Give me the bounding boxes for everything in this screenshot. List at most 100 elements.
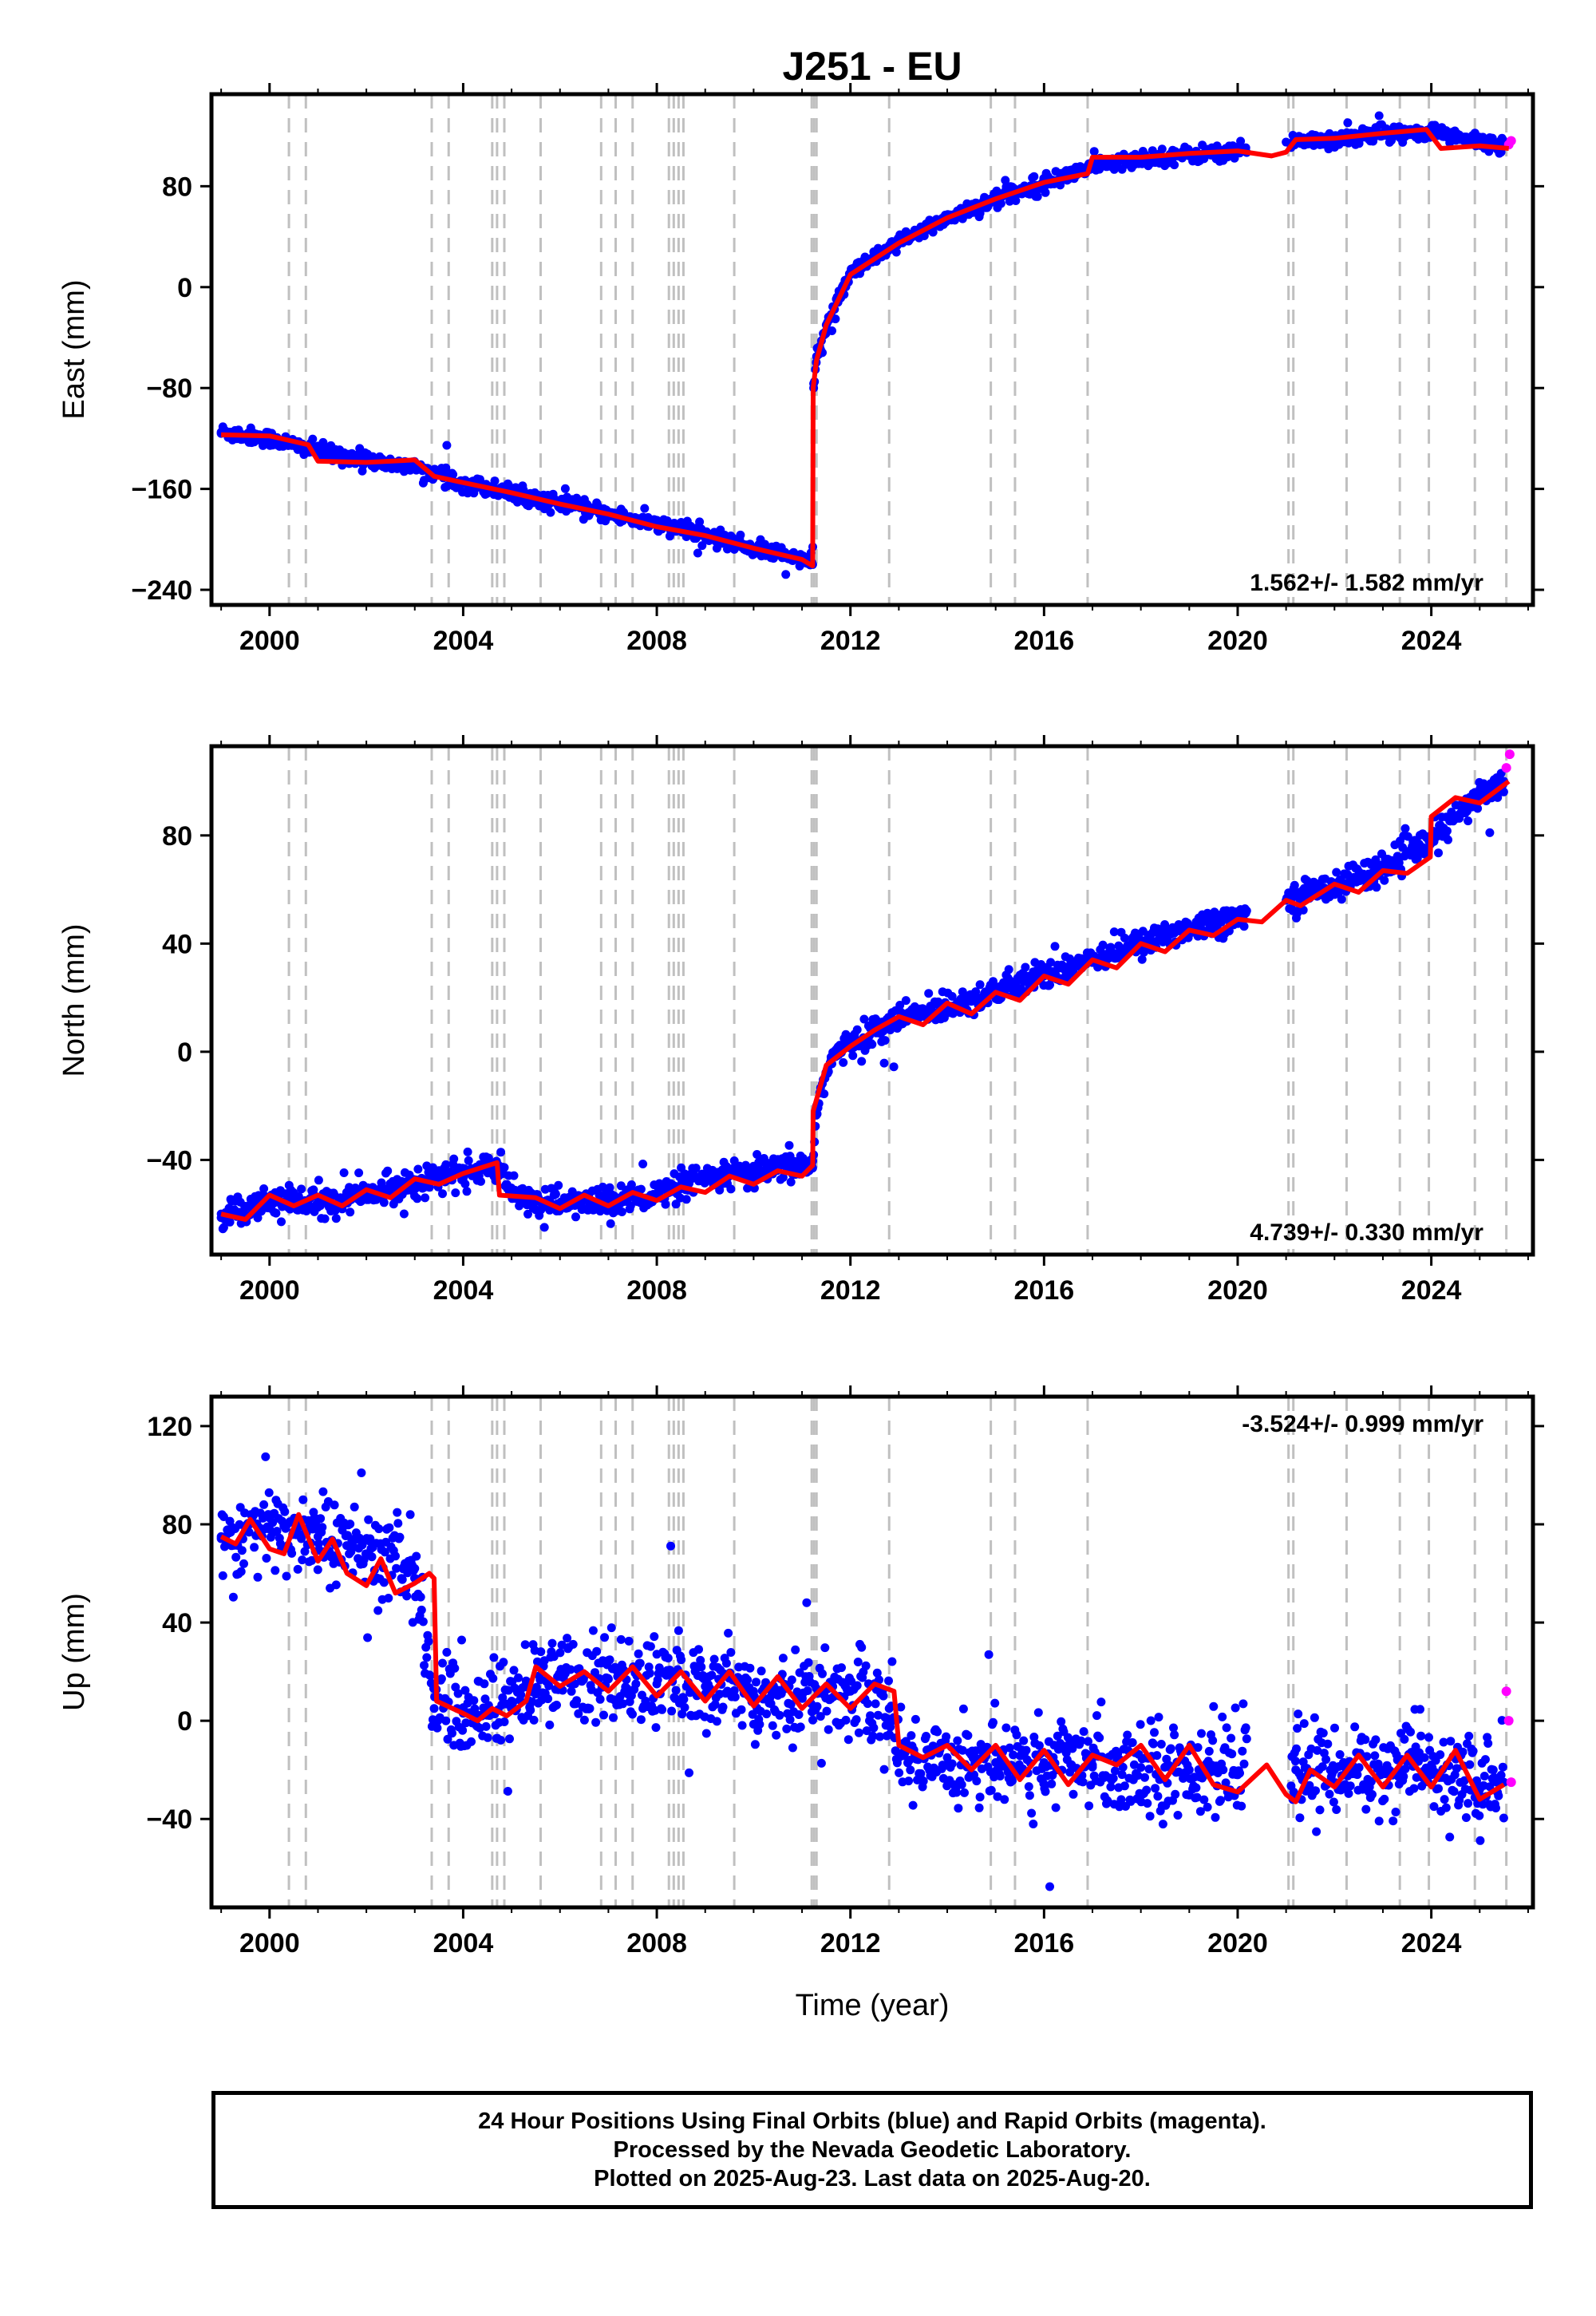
final-orbit-point: [854, 1728, 863, 1737]
final-orbit-point: [786, 1700, 796, 1709]
final-orbit-point: [755, 1720, 764, 1729]
final-orbit-point: [984, 1650, 994, 1659]
final-orbit-point: [354, 1168, 364, 1178]
final-orbit-point: [244, 1528, 254, 1537]
final-orbit-point: [1088, 1761, 1097, 1770]
final-orbit-point: [448, 470, 458, 479]
final-orbit-point: [1041, 1787, 1050, 1796]
final-orbit-point: [1069, 1789, 1078, 1799]
final-orbit-point: [462, 1187, 472, 1196]
final-orbit-point: [884, 1676, 893, 1686]
final-orbit-point: [712, 1717, 721, 1726]
final-orbit-point: [1110, 1766, 1120, 1776]
final-orbit-point: [507, 1697, 516, 1706]
final-orbit-point: [645, 1669, 654, 1678]
final-orbit-point: [298, 1555, 307, 1565]
final-orbit-point: [750, 1740, 760, 1749]
final-orbit-point: [457, 1635, 466, 1645]
final-orbit-point: [1372, 883, 1381, 892]
final-orbit-point: [1133, 1771, 1143, 1780]
final-orbit-point: [250, 1543, 259, 1552]
final-orbit-point: [624, 1636, 634, 1646]
final-orbit-point: [661, 1199, 670, 1209]
final-orbit-point: [1077, 1736, 1086, 1745]
final-orbit-point: [1496, 1770, 1506, 1780]
final-orbit-point: [1480, 1755, 1490, 1765]
final-orbit-point: [1476, 1836, 1485, 1845]
final-orbit-point: [933, 1727, 942, 1737]
final-orbit-point: [566, 1665, 575, 1674]
final-orbit-point: [721, 1658, 731, 1668]
final-orbit-point: [253, 1572, 263, 1582]
final-orbit-point: [1011, 196, 1021, 205]
final-orbit-point: [853, 1658, 863, 1666]
final-orbit-point: [674, 1626, 683, 1635]
final-orbit-point: [402, 1591, 412, 1601]
x-tick-label: 2000: [239, 1275, 300, 1306]
final-orbit-point: [802, 1598, 812, 1607]
final-orbit-point: [952, 1788, 962, 1797]
final-orbit-point: [879, 1058, 889, 1068]
final-orbit-point: [1429, 1802, 1439, 1812]
final-orbit-point: [1335, 1750, 1345, 1759]
final-orbit-point: [1400, 1765, 1410, 1773]
final-orbit-point: [1329, 1765, 1339, 1775]
final-orbit-point: [797, 1160, 807, 1170]
final-orbit-point: [383, 1166, 393, 1176]
final-orbit-point: [816, 1758, 826, 1768]
final-orbit-point: [972, 1777, 982, 1786]
final-orbit-point: [808, 1715, 817, 1725]
final-orbit-point: [346, 1207, 355, 1217]
plot-area-north: [216, 746, 1515, 1255]
final-orbit-point: [280, 1507, 290, 1516]
final-orbit-point: [1045, 1882, 1054, 1891]
final-orbit-point: [1458, 1747, 1468, 1757]
final-orbit-point: [1096, 1697, 1106, 1707]
final-orbit-point: [1291, 1765, 1301, 1775]
final-orbit-point: [1005, 1743, 1014, 1753]
final-orbit-point: [425, 1671, 435, 1681]
final-orbit-point: [1025, 1791, 1034, 1800]
final-orbit-point: [737, 1721, 747, 1730]
final-orbit-point: [778, 1172, 788, 1182]
model-line: [219, 1512, 1506, 1804]
final-orbit-point: [636, 1715, 646, 1725]
final-orbit-point: [1029, 1820, 1038, 1828]
final-orbit-point: [895, 1001, 905, 1010]
final-orbit-point: [339, 1168, 349, 1177]
final-orbit-point: [781, 570, 791, 579]
final-orbit-point: [861, 1661, 871, 1670]
final-orbit-point: [1290, 1757, 1300, 1766]
final-orbit-point: [441, 1160, 451, 1169]
final-orbit-point: [1173, 1811, 1183, 1820]
final-orbit-point: [953, 1736, 962, 1745]
final-orbit-point: [1001, 1723, 1011, 1733]
final-orbit-point: [384, 1594, 393, 1603]
final-orbit-point: [307, 1555, 317, 1565]
final-orbit-point: [228, 1592, 238, 1602]
final-orbit-point: [663, 1654, 673, 1663]
final-orbit-point: [1362, 1752, 1372, 1761]
final-orbit-point: [609, 1713, 618, 1722]
final-orbit-point: [600, 1633, 610, 1642]
rapid-orbit-point: [1506, 1777, 1516, 1788]
final-orbit-point: [891, 247, 901, 257]
final-orbit-point: [695, 517, 705, 527]
final-orbit-point: [1479, 1772, 1489, 1780]
final-orbit-point: [555, 1672, 565, 1682]
panels-container: 2000 2004 2008 2012 2016 2020 2024 80 0 −80 −160 −2…: [57, 83, 1544, 1958]
final-orbit-point: [410, 463, 420, 472]
final-orbit-point: [839, 1057, 848, 1067]
final-orbit-point: [500, 1163, 509, 1172]
final-orbit-point: [1123, 1730, 1132, 1740]
final-orbit-point: [346, 1520, 355, 1529]
final-orbit-point: [726, 1648, 736, 1657]
final-orbit-point: [975, 208, 985, 218]
final-orbit-point: [397, 1575, 407, 1584]
final-orbit-point: [1166, 1744, 1175, 1753]
final-orbit-point: [297, 1184, 306, 1194]
final-orbit-point: [1057, 1717, 1066, 1726]
final-orbit-point: [1195, 1807, 1205, 1816]
x-tick-label: 2004: [433, 626, 494, 656]
final-orbit-point: [1193, 1743, 1203, 1753]
